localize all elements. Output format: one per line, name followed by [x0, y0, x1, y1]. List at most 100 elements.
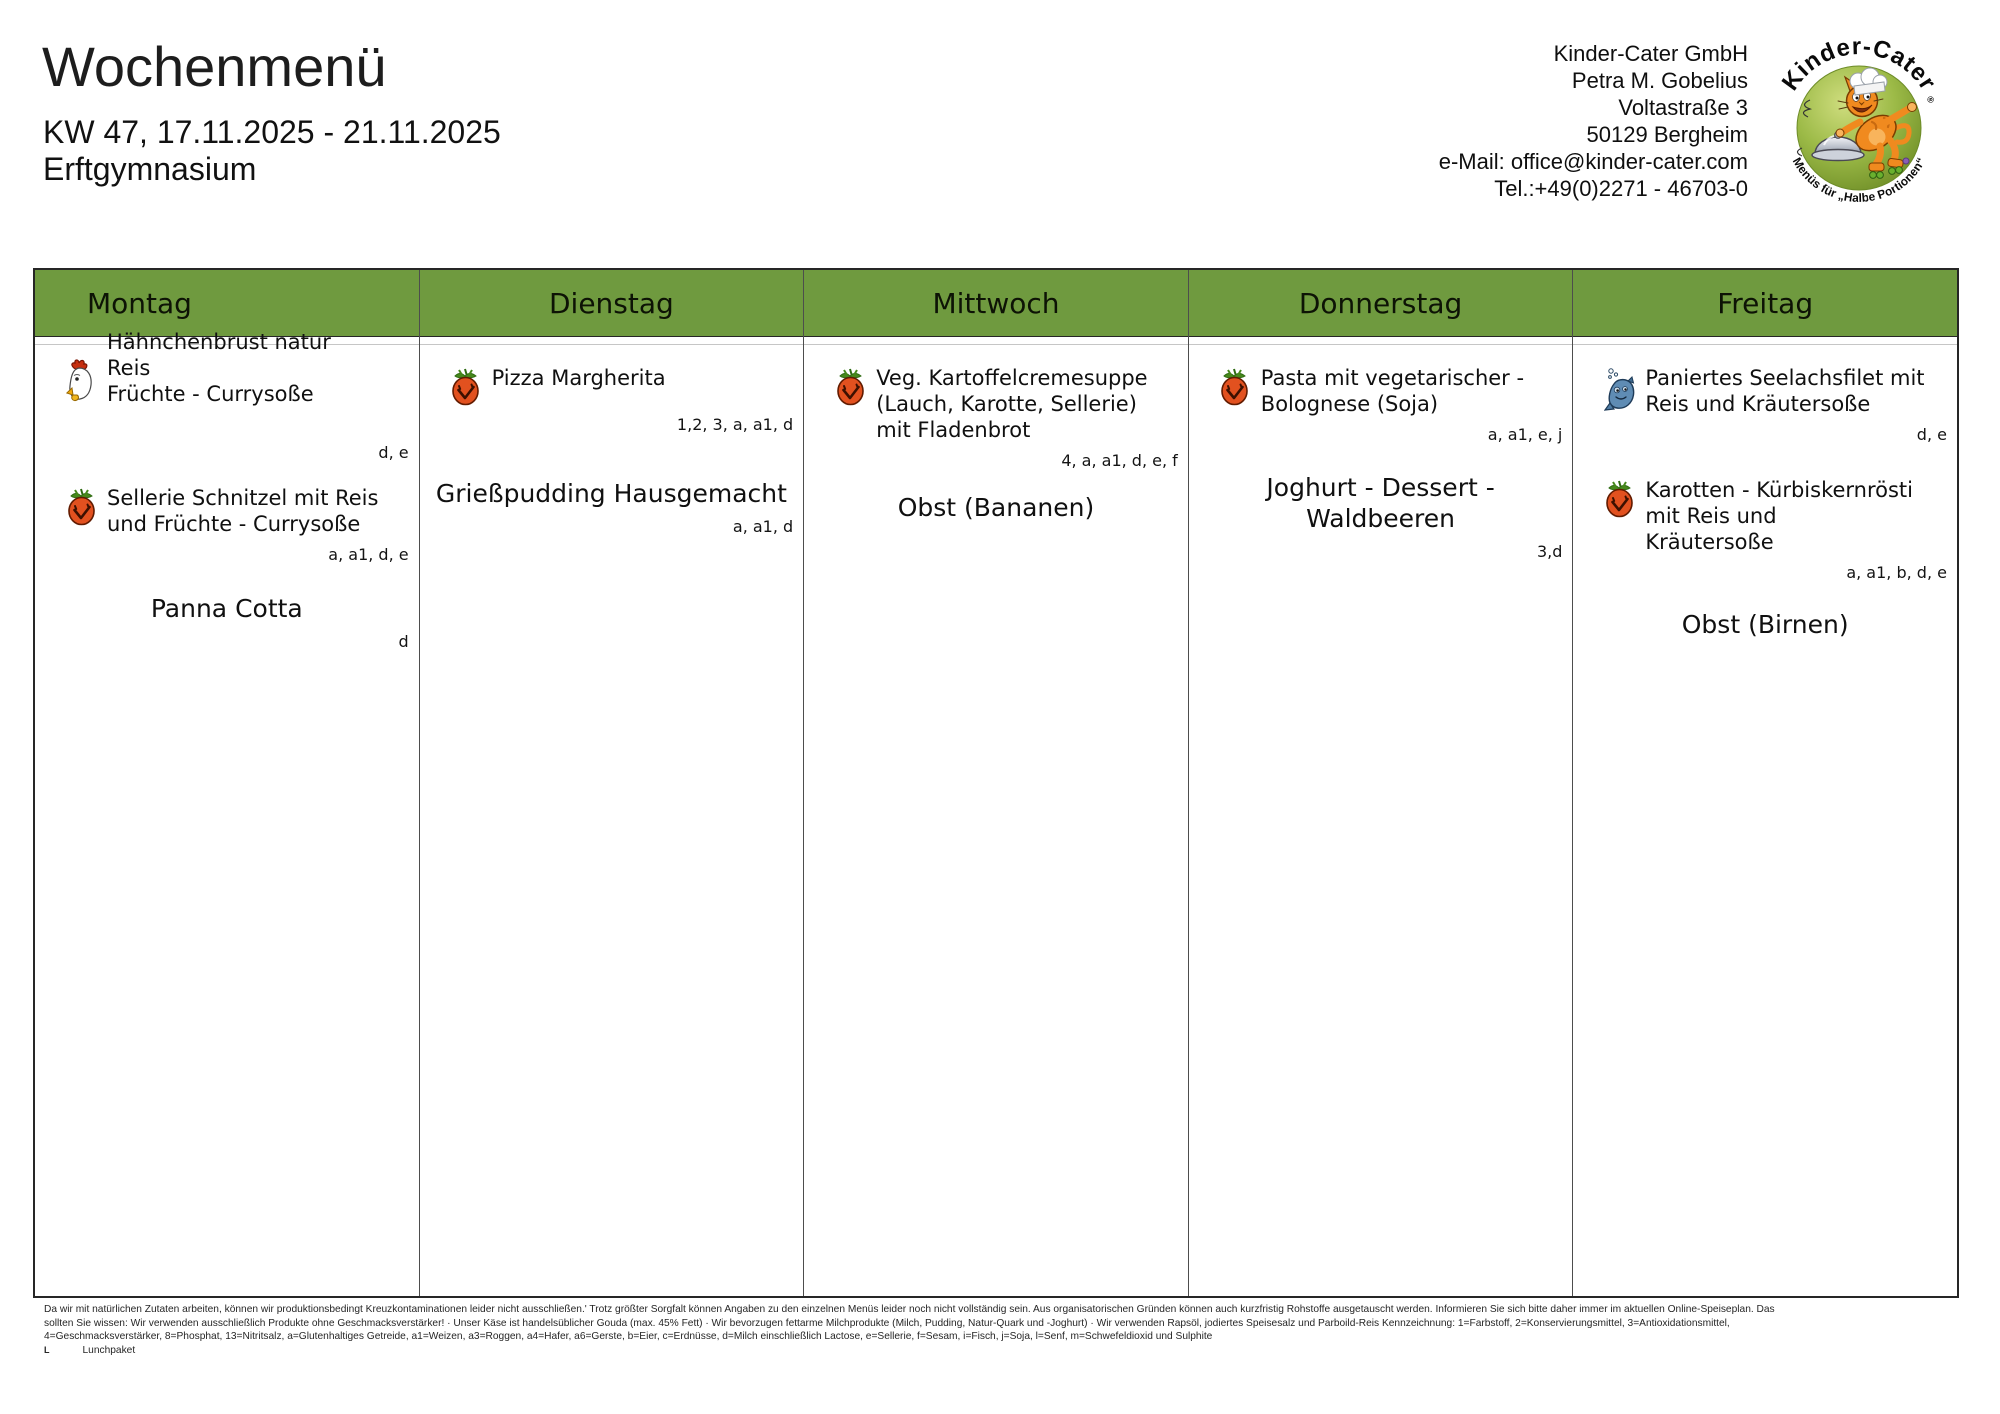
- menu-item-line: Früchte - Currysoße: [107, 382, 314, 406]
- lunch-package-legend: L Lunchpaket: [44, 1344, 1775, 1358]
- menu-item-main: Veg. Kartoffelcremesuppe (Lauch, Karotte,…: [804, 365, 1188, 443]
- legend-label: Lunchpaket: [82, 1344, 136, 1356]
- menu-item-main: Obst (Bananen): [804, 492, 1188, 523]
- menu-item-main: Hähnchenbrust natur Reis Früchte - Curryso…: [35, 330, 419, 435]
- company-line: Petra M. Gobelius: [1571, 68, 1748, 93]
- logo-registered-mark: ®: [1925, 95, 1937, 105]
- menu-day-column: Montag Hähnchenbrust natur Reis Früchte - C…: [35, 270, 420, 1296]
- menu-item-line: und Früchte - Currysoße: [107, 512, 361, 536]
- tomato-icon: [1219, 367, 1251, 407]
- menu-item-line: (Lauch, Karotte, Sellerie): [876, 392, 1137, 416]
- menu-item-text: Obst (Bananen): [898, 492, 1095, 523]
- menu-item-main: Grießpudding Hausgemacht: [420, 478, 804, 509]
- allergen-codes: 1,2, 3, a, a1, d: [676, 415, 794, 434]
- menu-item-main: Sellerie Schnitzel mit Reis und Früchte -…: [35, 485, 419, 537]
- day-header-label: Freitag: [1717, 286, 1814, 320]
- motion-lines: [1802, 99, 1813, 118]
- school-name: Erftgymnasium: [43, 151, 257, 187]
- menu-item-text: Paniertes Seelachsfilet mit Reis und Kräu…: [1645, 365, 1924, 417]
- menu-item: Karotten - Kürbiskernrösti mit Reis und Kr…: [1573, 477, 1957, 583]
- menu-item-line: Reis: [107, 356, 151, 380]
- day-header: Freitag: [1573, 270, 1957, 337]
- motion-lines: [1796, 147, 1803, 157]
- day-header-label: Mittwoch: [932, 286, 1060, 320]
- company-address: Kinder-Cater GmbH Petra M. Gobelius Voltas…: [1439, 40, 1748, 202]
- company-line: Kinder-Cater GmbH: [1553, 41, 1748, 66]
- day-body: Hähnchenbrust natur Reis Früchte - Curryso…: [35, 330, 419, 1296]
- menu-day-column: Donnerstag Pasta mit vegetarischer - Bolog…: [1188, 270, 1574, 1296]
- day-header-label: Dienstag: [548, 286, 674, 320]
- menu-item-main: Karotten - Kürbiskernrösti mit Reis und Kr…: [1573, 477, 1957, 555]
- menu-item-line: Panna Cotta: [150, 594, 303, 623]
- day-body: Paniertes Seelachsfilet mit Reis und Kräu…: [1573, 344, 1957, 1296]
- menu-item-text: Pasta mit vegetarischer - Bolognese (Soja…: [1261, 365, 1524, 417]
- menu-item-line: mit Reis und: [1645, 504, 1777, 528]
- menu-item-text: Hähnchenbrust natur Reis Früchte - Curryso…: [107, 329, 331, 407]
- menu-item: Panna Cotta d: [35, 593, 419, 652]
- menu-item-main: Paniertes Seelachsfilet mit Reis und Kräu…: [1573, 365, 1957, 417]
- menu-day-column: Mittwoch Veg. Kartoffelcremesuppe (Lauch, …: [804, 270, 1189, 1296]
- menu-item-line: Pasta mit vegetarischer -: [1260, 366, 1525, 390]
- tomato-icon: [65, 487, 97, 527]
- menu-item-line: Kräutersoße: [1645, 530, 1774, 554]
- menu-item-text: Panna Cotta: [151, 593, 303, 624]
- tomato-icon: [450, 367, 482, 407]
- allergen-codes: a, a1, d, e: [328, 545, 409, 564]
- company-line: e-Mail: office@kinder-cater.com: [1438, 149, 1748, 174]
- menu-item-line: Obst (Birnen): [1681, 610, 1849, 639]
- allergen-codes: d, e: [1916, 425, 1947, 444]
- menu-item-main: Joghurt - Dessert - Waldbeeren: [1189, 472, 1573, 534]
- menu-item-line: Grießpudding Hausgemacht: [435, 479, 787, 508]
- menu-item: Hähnchenbrust natur Reis Früchte - Curryso…: [35, 330, 419, 463]
- footer-disclaimer: Da wir mit natürlichen Zutaten arbeiten,…: [44, 1303, 1775, 1357]
- menu-day-column: Dienstag Pizza Margherita 1,2, 3, a, a1, d…: [419, 270, 805, 1296]
- menu-item-main: Obst (Birnen): [1573, 609, 1957, 640]
- menu-item-line: Waldbeeren: [1306, 504, 1455, 533]
- menu-item-text: Veg. Kartoffelcremesuppe (Lauch, Karotte,…: [876, 365, 1147, 443]
- menu-item: Joghurt - Dessert - Waldbeeren 3,d: [1189, 472, 1573, 562]
- day-header-label: Montag: [87, 286, 192, 320]
- allergen-codes: 3,d: [1536, 542, 1563, 561]
- cat-mascot: [1835, 67, 1917, 179]
- company-line: Tel.:+49(0)2271 - 46703-0: [1494, 176, 1748, 201]
- menu-item-line: Bolognese (Soja): [1260, 392, 1439, 416]
- day-body: Pasta mit vegetarischer - Bolognese (Soja…: [1188, 344, 1573, 1296]
- menu-item-text: Pizza Margherita: [492, 365, 666, 391]
- menu-item: Paniertes Seelachsfilet mit Reis und Kräu…: [1573, 365, 1957, 445]
- menu-item-line: Karotten - Kürbiskernrösti: [1645, 478, 1914, 502]
- menu-table: Montag Hähnchenbrust natur Reis Früchte - C…: [33, 268, 1959, 1298]
- menu-item-main: Panna Cotta: [35, 593, 419, 624]
- allergen-codes: a, a1, e, j: [1487, 425, 1563, 444]
- menu-item: Pizza Margherita 1,2, 3, a, a1, d: [420, 365, 804, 435]
- allergen-codes: 4, a, a1, d, e, f: [1061, 451, 1178, 470]
- menu-item-main: Pasta mit vegetarischer - Bolognese (Soja…: [1189, 365, 1573, 417]
- tomato-icon: [1603, 479, 1635, 519]
- menu-item-line: mit Fladenbrot: [876, 418, 1031, 442]
- disclaimer-line: 4=Geschmacksverstärker, 8=Phosphat, 13=N…: [44, 1331, 1213, 1342]
- menu-item: Grießpudding Hausgemacht a, a1, d: [420, 478, 804, 537]
- day-body: Pizza Margherita 1,2, 3, a, a1, d Grießpud…: [419, 344, 804, 1296]
- menu-item-text: Grießpudding Hausgemacht: [436, 478, 787, 509]
- day-header: Donnerstag: [1188, 270, 1573, 337]
- menu-item-line: Obst (Bananen): [897, 493, 1095, 522]
- menu-item-line: Joghurt - Dessert -: [1266, 473, 1495, 502]
- disclaimer-line: Da wir mit natürlichen Zutaten arbeiten,…: [44, 1304, 1775, 1315]
- menu-item-line: Veg. Kartoffelcremesuppe: [876, 366, 1148, 390]
- fish-icon: [1603, 367, 1635, 412]
- day-header: Mittwoch: [804, 270, 1188, 337]
- kinder-cater-logo-graphic: Kinder-Cater ® Menüs für „Halbe Portione…: [1775, 32, 1942, 207]
- kinder-cater-logo: Kinder-Cater ® Menüs für „Halbe Portione…: [1775, 30, 1968, 216]
- svg-text:®: ®: [1925, 95, 1937, 105]
- menu-item-line: Hähnchenbrust natur: [107, 330, 331, 354]
- allergen-codes: d, e: [378, 443, 409, 462]
- menu-item: Veg. Kartoffelcremesuppe (Lauch, Karotte,…: [804, 365, 1188, 471]
- page-title: Wochenmenü: [42, 35, 387, 98]
- day-header: Montag: [35, 270, 419, 337]
- chicken-icon: [65, 359, 97, 406]
- allergen-codes: a, a1, d: [732, 517, 794, 536]
- week-range: KW 47, 17.11.2025 - 21.11.2025: [43, 114, 501, 150]
- allergen-codes: d: [398, 632, 409, 651]
- menu-item: Obst (Bananen): [804, 492, 1188, 523]
- menu-item-line: Paniertes Seelachsfilet mit: [1645, 366, 1925, 390]
